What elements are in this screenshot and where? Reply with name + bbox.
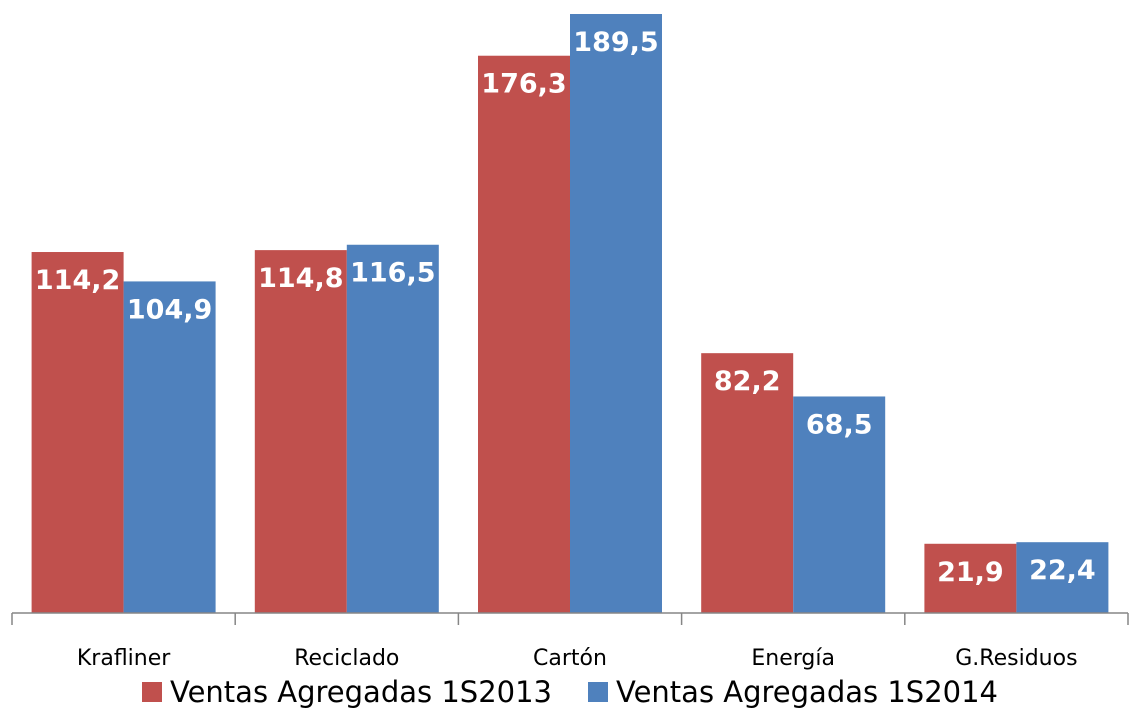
data-label: 114,8 <box>258 263 343 294</box>
category-label: Energía <box>751 646 835 670</box>
data-label: 189,5 <box>573 27 658 58</box>
bar-energ-a-series-1 <box>701 353 794 613</box>
data-label: 22,4 <box>1029 555 1096 586</box>
bar-g-residuos-series-2 <box>1016 542 1109 613</box>
bar-g-residuos-series-1 <box>924 543 1017 613</box>
legend-item-series-2: Ventas Agregadas 1S2014 <box>588 675 998 709</box>
data-label: 116,5 <box>350 258 435 289</box>
legend-label-series-1: Ventas Agregadas 1S2013 <box>170 675 552 709</box>
legend-label-series-2: Ventas Agregadas 1S2014 <box>616 675 998 709</box>
bar-cart-n-series-1 <box>478 55 570 613</box>
legend: Ventas Agregadas 1S2013 Ventas Agregadas… <box>0 672 1140 712</box>
category-label: Cartón <box>533 646 607 670</box>
bar-reciclado-series-1 <box>254 250 347 613</box>
category-labels: Krafliner Reciclado Cartón Energía G.Residuo… <box>77 646 1078 670</box>
category-label: Krafliner <box>77 646 171 670</box>
data-label: 21,9 <box>937 557 1004 588</box>
data-label: 176,3 <box>481 69 566 100</box>
category-label: G.Residuos <box>955 646 1077 670</box>
legend-item-series-1: Ventas Agregadas 1S2013 <box>142 675 552 709</box>
legend-swatch-series-2 <box>588 682 608 702</box>
data-label: 104,9 <box>127 294 212 325</box>
bar-krafliner-series-2 <box>123 281 216 613</box>
bar-cart-n-series-2 <box>570 14 662 613</box>
legend-swatch-series-1 <box>142 682 162 702</box>
bar-energ-a-series-2 <box>793 396 886 613</box>
data-label: 114,2 <box>35 265 120 296</box>
category-label: Reciclado <box>294 646 399 670</box>
data-label: 68,5 <box>806 409 873 440</box>
bar-reciclado-series-2 <box>346 244 439 614</box>
bar-krafliner-series-1 <box>31 252 124 613</box>
bars-group <box>31 14 1109 614</box>
x-axis <box>11 612 1129 625</box>
data-label: 82,2 <box>714 366 781 397</box>
